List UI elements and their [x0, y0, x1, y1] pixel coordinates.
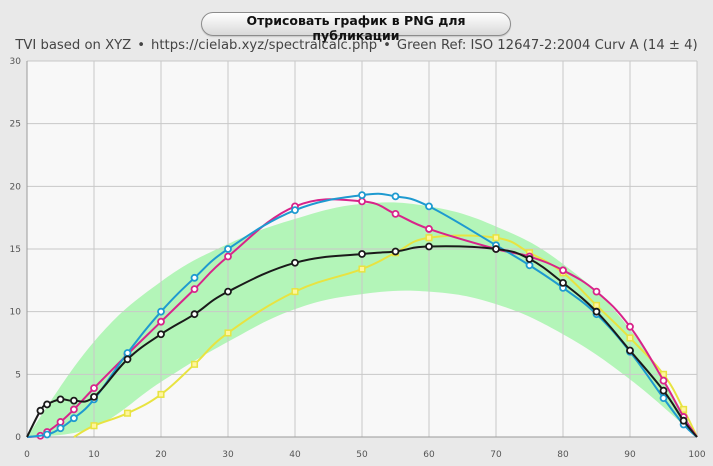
x-tick-label: 10 — [88, 450, 100, 460]
y-tick-label: 30 — [10, 57, 22, 67]
series-point — [425, 202, 433, 211]
subtitle-reference: Green Ref: ISO 12647-2:2004 Curv A (14 ±… — [396, 38, 698, 53]
series-point — [157, 317, 165, 326]
series-point — [425, 242, 433, 251]
y-tick-label: 25 — [10, 120, 21, 130]
subtitle-method: TVI based on XYZ — [15, 38, 132, 53]
series-point — [659, 376, 668, 385]
subtitle-separator-1: • — [137, 38, 145, 53]
series-point — [36, 406, 45, 415]
series-point — [592, 307, 601, 316]
series-point — [190, 360, 199, 368]
series-point — [224, 329, 232, 337]
y-tick-label: 10 — [10, 308, 22, 318]
y-tick-label: 5 — [15, 370, 21, 380]
x-tick-label: 70 — [490, 450, 502, 460]
series-point — [43, 430, 51, 439]
y-tick-label: 15 — [10, 245, 21, 255]
series-point — [358, 197, 366, 206]
series-point — [90, 422, 98, 430]
series-line — [26, 245, 698, 438]
series-point — [679, 416, 688, 425]
x-tick-label: 40 — [289, 450, 301, 460]
series-point — [291, 288, 299, 296]
series-point — [291, 206, 299, 215]
x-tick-label: 20 — [155, 450, 167, 460]
series-point — [190, 310, 199, 319]
series-point — [157, 307, 165, 316]
series-point — [224, 245, 232, 253]
series-point — [592, 287, 601, 296]
series-point — [525, 255, 534, 263]
series-point — [43, 400, 51, 409]
series-point — [425, 234, 433, 242]
x-tick-label: 50 — [356, 450, 368, 460]
x-tick-label: 80 — [557, 450, 569, 460]
series-point — [123, 349, 132, 357]
series-point — [659, 394, 668, 403]
series-point — [492, 245, 500, 253]
series-point — [123, 409, 132, 417]
series-point — [626, 346, 634, 355]
y-tick-label: 0 — [15, 433, 21, 443]
series-point — [70, 396, 78, 405]
series-point — [391, 247, 400, 256]
series-line — [26, 198, 698, 438]
series-point — [659, 386, 668, 395]
chart-subtitle: TVI based on XYZ • https://cielab.xyz/spec… — [0, 38, 713, 53]
series-point — [291, 258, 299, 267]
series-point — [190, 285, 199, 294]
series-point — [358, 191, 366, 200]
x-tick-label: 100 — [688, 450, 705, 460]
series-point — [224, 287, 232, 296]
series-layer — [26, 191, 698, 440]
x-tick-label: 0 — [24, 450, 30, 460]
x-tick-label: 60 — [423, 450, 435, 460]
series-point — [391, 192, 400, 201]
x-tick-label: 90 — [624, 450, 636, 460]
series-point — [224, 252, 232, 261]
series-point — [157, 390, 165, 398]
series-point — [626, 334, 634, 342]
series-point — [492, 234, 500, 242]
subtitle-separator-2: • — [383, 38, 391, 53]
series-point — [525, 261, 534, 270]
series-point — [358, 250, 366, 258]
x-tick-label: 30 — [222, 450, 234, 460]
subtitle-url[interactable]: https://cielab.xyz/spectralcalc.php — [151, 38, 378, 53]
series-point — [70, 414, 78, 423]
series-point — [90, 392, 98, 401]
series-point — [559, 278, 567, 287]
series-point — [559, 266, 567, 275]
series-point — [56, 395, 65, 404]
series-point — [157, 330, 165, 339]
series-point — [592, 301, 601, 309]
y-tick-label: 20 — [10, 182, 22, 192]
series-point — [358, 265, 366, 273]
series-point — [680, 405, 688, 413]
render-png-button[interactable]: Отрисовать график в PNG для публикации — [201, 12, 511, 43]
series-point — [626, 322, 634, 331]
series-point — [123, 355, 132, 364]
series-point — [56, 424, 65, 433]
series-point — [70, 405, 78, 414]
series-point — [56, 418, 65, 426]
axis-layer: 0 10 20 30 40 50 60 70 80 90 100 0 5 10 15 20 25 30 — [10, 57, 706, 460]
series-point — [425, 225, 433, 233]
series-point — [190, 273, 199, 282]
series-point — [391, 210, 400, 218]
series-point — [90, 384, 98, 393]
